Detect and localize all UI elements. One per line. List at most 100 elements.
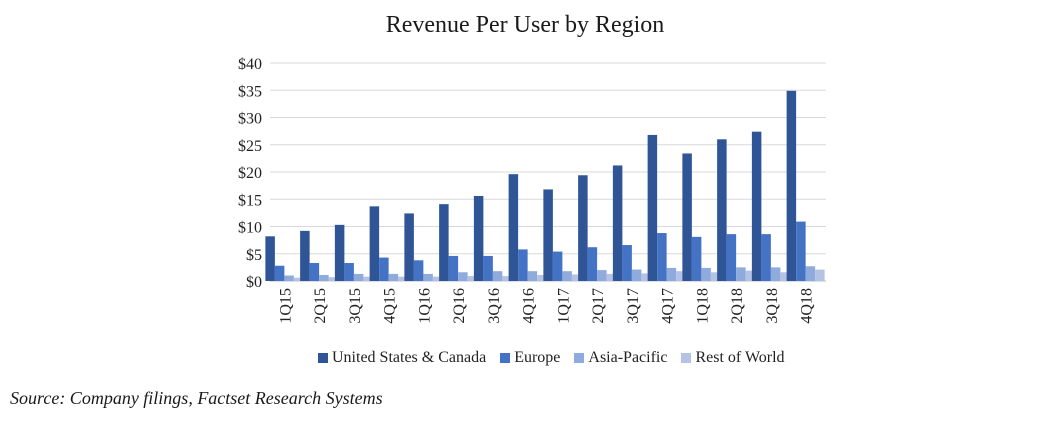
legend: United States & Canada Europe Asia-Pacific… xyxy=(318,349,785,367)
y-tick-label: $35 xyxy=(238,83,262,100)
bar xyxy=(423,273,433,281)
x-tick-label: 3Q18 xyxy=(764,288,781,324)
bar xyxy=(622,245,632,281)
bar xyxy=(309,263,320,281)
bar xyxy=(448,255,459,281)
bar xyxy=(552,251,563,281)
bar xyxy=(606,273,617,281)
bar xyxy=(726,234,737,281)
bar xyxy=(293,277,304,281)
bar xyxy=(404,213,414,281)
y-tick-label: $25 xyxy=(238,138,262,155)
bar xyxy=(770,267,781,281)
y-tick-label: $15 xyxy=(238,192,262,209)
bar xyxy=(473,195,484,281)
bar xyxy=(265,236,275,281)
bar xyxy=(780,272,790,281)
bar xyxy=(597,270,607,281)
legend-label: United States & Canada xyxy=(332,349,487,366)
x-axis: 1Q15 2Q15 3Q15 4Q15 1Q16 2Q16 3Q16 4Q16 1Q17 2Q17… xyxy=(277,288,815,324)
legend-swatch xyxy=(574,353,585,363)
x-tick-label: 1Q17 xyxy=(555,288,572,324)
bar xyxy=(483,255,493,281)
bar xyxy=(682,153,692,281)
bar xyxy=(786,90,797,281)
y-tick-label: $5 xyxy=(246,247,262,264)
bar xyxy=(796,221,806,281)
x-tick-label: 3Q16 xyxy=(486,288,503,324)
x-tick-label: 3Q15 xyxy=(347,288,364,324)
bar xyxy=(641,273,651,281)
x-tick-label: 4Q16 xyxy=(521,288,538,324)
bar xyxy=(518,249,528,281)
bar xyxy=(761,234,771,281)
source-note: Source: Company filings, Factset Researc… xyxy=(10,388,383,408)
legend-label: Europe xyxy=(514,349,561,366)
bar xyxy=(612,165,623,281)
bar xyxy=(587,247,598,281)
x-tick-label: 1Q15 xyxy=(277,288,294,324)
legend-swatch xyxy=(318,353,328,363)
bar xyxy=(571,274,582,281)
bar xyxy=(413,260,424,281)
legend-swatch xyxy=(500,353,511,363)
bar xyxy=(502,276,512,281)
legend-label: Rest of World xyxy=(695,349,785,366)
y-tick-label: $20 xyxy=(238,165,262,182)
bar xyxy=(717,139,727,281)
bar xyxy=(353,273,364,281)
bar xyxy=(701,267,711,281)
bar xyxy=(492,271,503,281)
bar xyxy=(344,263,354,281)
bar xyxy=(300,230,310,281)
bar xyxy=(736,267,746,281)
bar xyxy=(751,131,762,281)
bar xyxy=(274,265,285,281)
bar xyxy=(562,271,572,281)
x-tick-label: 1Q16 xyxy=(416,288,433,324)
bar xyxy=(398,276,408,281)
legend-item: Europe xyxy=(500,349,560,367)
bar xyxy=(379,257,389,281)
x-tick-label: 4Q18 xyxy=(799,288,816,324)
bar xyxy=(666,267,677,281)
bar xyxy=(745,270,756,281)
y-tick-label: $40 xyxy=(238,56,262,73)
bar xyxy=(691,236,702,281)
bar xyxy=(284,275,294,281)
bar xyxy=(439,204,449,281)
y-tick-label: $10 xyxy=(238,220,262,237)
bar xyxy=(363,276,373,281)
bar xyxy=(334,224,345,281)
legend-item: Asia-Pacific xyxy=(574,349,667,367)
x-tick-label: 2Q18 xyxy=(729,288,746,324)
bar xyxy=(657,233,667,281)
y-axis: $0 $5 $10 $15 $20 $25 $30 $35 $40 xyxy=(238,56,262,291)
x-tick-label: 1Q18 xyxy=(694,288,711,324)
bar xyxy=(369,206,380,281)
bar xyxy=(631,269,642,281)
legend-item: Rest of World xyxy=(681,349,785,367)
bar xyxy=(805,266,816,281)
x-tick-label: 4Q17 xyxy=(660,288,677,324)
bar xyxy=(527,271,538,281)
bar xyxy=(676,271,686,281)
bar xyxy=(537,275,547,281)
x-tick-label: 4Q15 xyxy=(382,288,399,324)
legend-label: Asia-Pacific xyxy=(588,349,668,366)
bars xyxy=(265,90,825,281)
bar xyxy=(815,269,825,281)
x-tick-label: 2Q16 xyxy=(451,288,468,324)
y-tick-label: $30 xyxy=(238,111,262,128)
bar xyxy=(710,272,721,281)
bar xyxy=(328,277,339,281)
x-tick-label: 3Q17 xyxy=(625,288,642,324)
bar xyxy=(508,174,519,281)
chart-title: Revenue Per User by Region xyxy=(385,12,665,38)
legend-swatch xyxy=(681,353,692,363)
bar xyxy=(458,272,468,281)
bar xyxy=(388,273,399,281)
y-tick-label: $0 xyxy=(246,274,262,291)
legend-item: United States & Canada xyxy=(318,349,486,367)
